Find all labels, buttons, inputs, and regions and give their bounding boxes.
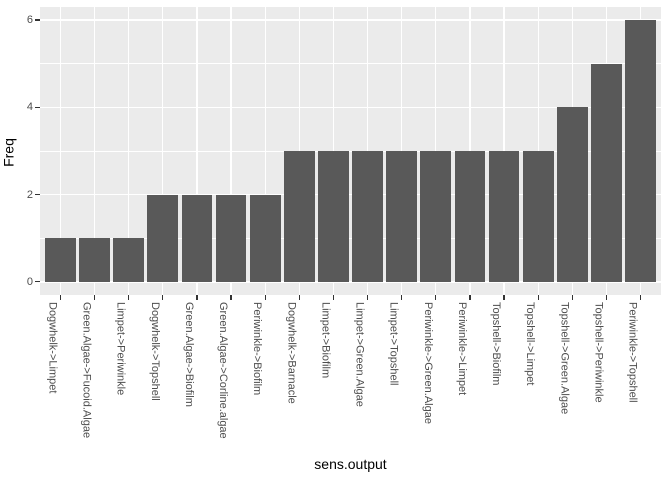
- x-tick-mark: [639, 295, 642, 300]
- x-tick-mark: [298, 295, 300, 300]
- gridline-y-major: [40, 19, 661, 21]
- x-tick-label: Dogwhelk->Topshell: [148, 302, 161, 401]
- y-tick-label: 6: [26, 14, 33, 27]
- x-tick-label: Topshell->Green.Algae: [558, 302, 571, 415]
- bar: [113, 238, 145, 282]
- x-tick-label: Periwinkle->Topshell: [626, 302, 639, 403]
- y-tick-mark: [35, 281, 40, 283]
- bar: [181, 194, 213, 282]
- x-tick-label: Topshell->Limpet: [524, 302, 537, 386]
- bar: [249, 194, 281, 282]
- bar: [147, 194, 179, 282]
- gridline-x-major: [196, 7, 198, 295]
- bar: [45, 238, 76, 282]
- x-tick-mark: [230, 295, 232, 300]
- gridline-x-major: [264, 7, 266, 295]
- x-tick-mark: [332, 295, 335, 300]
- x-tick-label: Dogwhelk->Limpet: [46, 302, 59, 394]
- x-tick-label: Green.Algae->Fucoid.Algae: [80, 302, 93, 439]
- x-tick-mark: [469, 295, 471, 300]
- x-tick-mark: [366, 295, 369, 300]
- x-tick-label: Periwinkle->Green.Algae: [421, 302, 434, 424]
- bar: [591, 63, 622, 282]
- x-tick-mark: [128, 295, 130, 300]
- x-tick-mark: [571, 295, 573, 300]
- x-tick-mark: [503, 295, 505, 300]
- x-tick-mark: [59, 295, 62, 300]
- gridline-y-major: [40, 281, 661, 283]
- x-tick-label: Limpet->Biofilm: [319, 302, 332, 379]
- x-tick-label: Green.Algae->Corline.algae: [217, 302, 230, 439]
- x-tick-label: Limpet->Green.Algae: [353, 302, 366, 407]
- bar: [283, 151, 315, 282]
- gridline-y-major: [40, 193, 661, 196]
- bar: [454, 151, 486, 282]
- x-tick-mark: [605, 295, 607, 300]
- x-tick-label: Topshell->Biofilm: [490, 302, 503, 386]
- x-tick-label: Periwinkle->Limpet: [455, 302, 468, 396]
- bar: [522, 151, 554, 282]
- y-tick-label: 0: [26, 275, 33, 288]
- x-tick-label: Periwinkle->Biofilm: [251, 302, 264, 396]
- gridline-y-minor: [40, 150, 661, 152]
- x-tick-label: Topshell->Periwinkle: [592, 302, 605, 403]
- x-tick-mark: [264, 295, 266, 300]
- gridline-y-major: [40, 106, 661, 108]
- plot-panel: [40, 7, 661, 295]
- x-tick-mark: [93, 295, 96, 300]
- gridline-y-minor: [40, 237, 661, 239]
- x-tick-mark: [435, 295, 437, 300]
- bar: [352, 151, 383, 282]
- x-axis-title: sens.output: [314, 456, 387, 472]
- gridline-x-major: [230, 7, 232, 295]
- y-tick-label: 2: [26, 188, 33, 201]
- y-tick-mark: [35, 106, 40, 108]
- bar: [318, 151, 349, 282]
- x-tick-mark: [196, 295, 198, 300]
- x-tick-label: Dogwhelk->Barnacle: [285, 302, 298, 404]
- gridline-x-major: [59, 7, 62, 295]
- y-tick-mark: [35, 194, 40, 196]
- bar: [556, 107, 588, 282]
- gridline-x-major: [93, 7, 96, 295]
- x-tick-label: Limpet->Periwinkle: [114, 302, 127, 396]
- x-tick-mark: [401, 295, 403, 300]
- bar: [420, 151, 452, 282]
- bar: [79, 238, 110, 282]
- bar: [386, 151, 418, 282]
- bar: [488, 151, 520, 282]
- bar: [215, 194, 247, 282]
- gridline-x-major: [162, 7, 164, 295]
- gridline-y-minor: [40, 63, 661, 65]
- y-tick-label: 4: [26, 101, 33, 114]
- bar: [625, 20, 656, 282]
- y-tick-mark: [35, 19, 40, 21]
- x-tick-label: Green.Algae->Biofilm: [182, 302, 195, 407]
- x-tick-label: Limpet->Topshell: [387, 302, 400, 386]
- x-tick-mark: [162, 295, 164, 300]
- x-tick-mark: [537, 295, 539, 300]
- gridline-x-major: [128, 7, 130, 295]
